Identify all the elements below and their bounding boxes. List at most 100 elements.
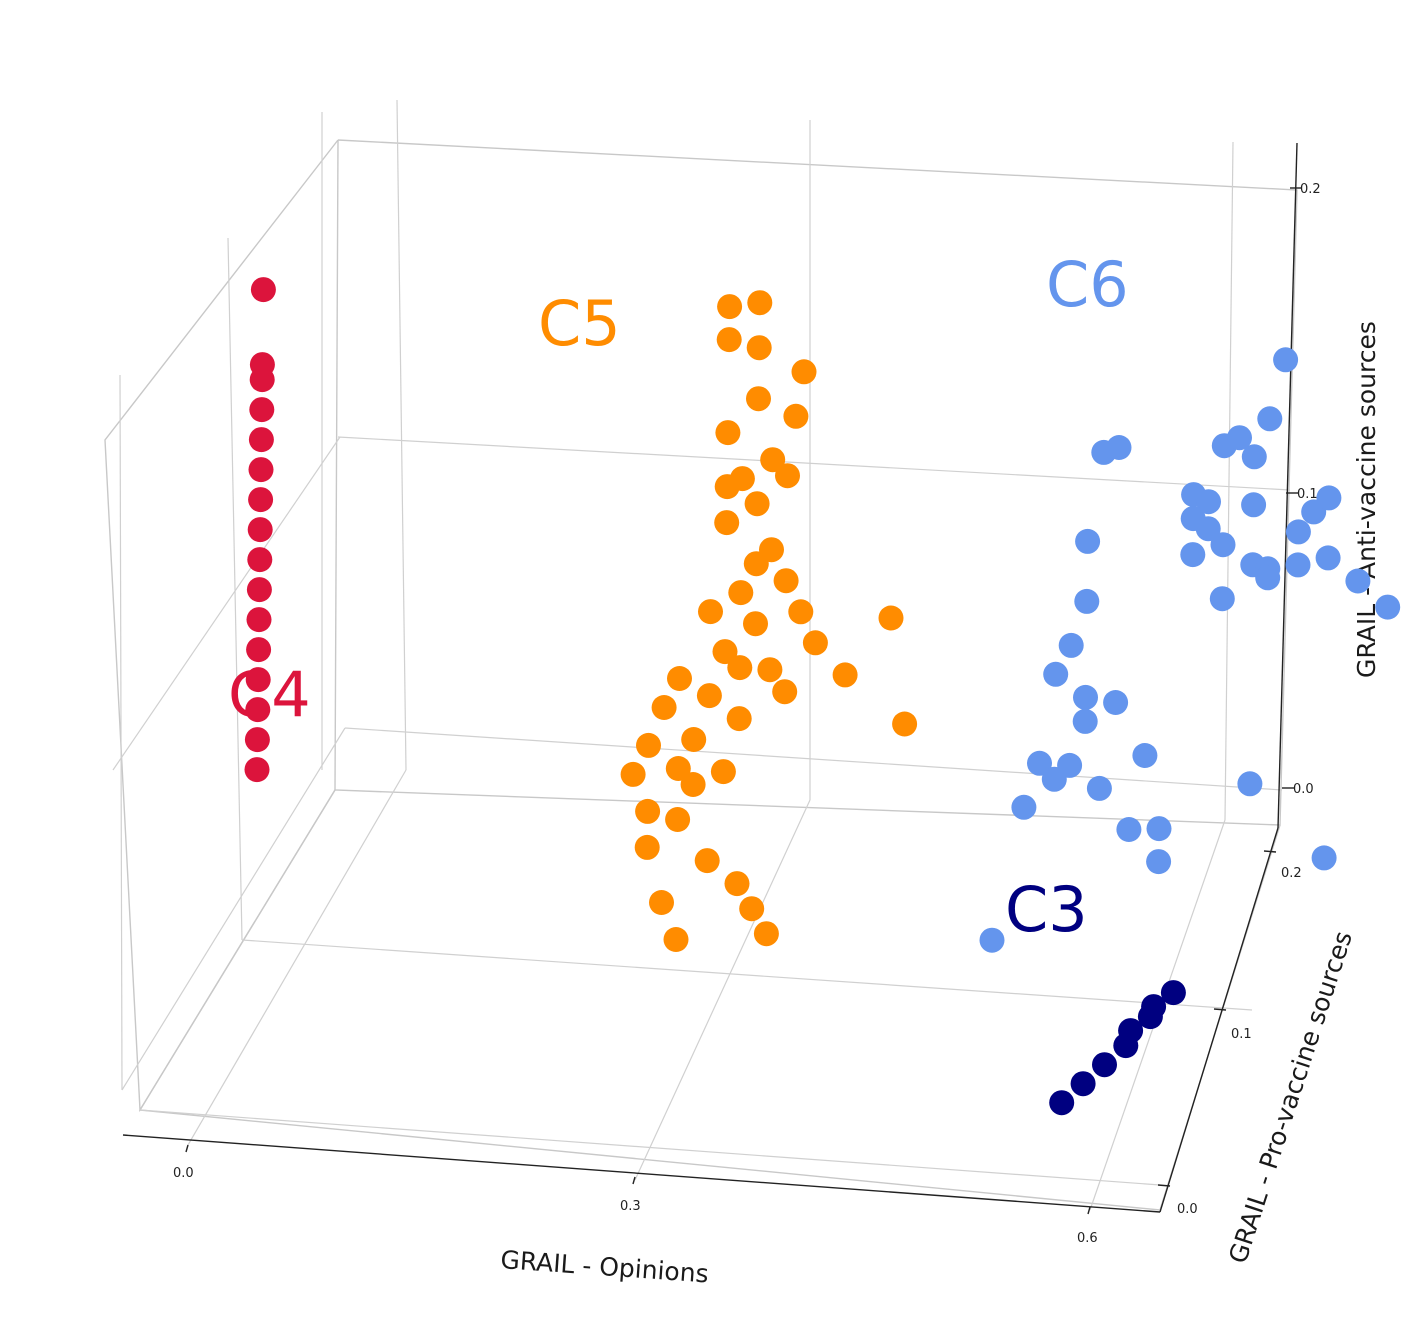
- floor-grid-y-b: [139, 1109, 1161, 1186]
- point-c4-5: [246, 607, 272, 633]
- z-tick-label-0: 0.0: [1293, 782, 1314, 797]
- point-c4-11: [248, 427, 274, 453]
- y-tick-mark-2: [1263, 850, 1277, 853]
- left-grid-y-b: [227, 237, 243, 941]
- point-c6-1: [1257, 406, 1283, 432]
- point-c5-21: [726, 706, 752, 732]
- back-grid-z-00: [344, 727, 1283, 791]
- point-c3-2: [1092, 1052, 1117, 1078]
- point-c3-7: [1160, 980, 1186, 1006]
- floor-grid-x-00: [187, 769, 407, 1146]
- point-c4-4: [246, 637, 272, 663]
- point-c6-27: [1058, 632, 1084, 658]
- point-c6-20: [1315, 545, 1341, 571]
- x-tick-mark-0: [185, 1144, 189, 1153]
- point-c5-7: [715, 420, 741, 446]
- y-tick-mark-0: [1157, 1184, 1171, 1187]
- point-c4-2: [245, 697, 271, 723]
- point-c5-44: [667, 666, 692, 691]
- point-c5-43: [727, 655, 753, 681]
- cluster-label-c4: C4: [228, 658, 311, 731]
- point-c6-34: [1086, 775, 1112, 801]
- floor-grid-x-03: [634, 799, 811, 1181]
- point-c5-33: [724, 871, 750, 897]
- point-c5-4: [791, 359, 817, 385]
- point-c5-29: [680, 772, 706, 797]
- point-c6-6: [1106, 435, 1132, 460]
- cluster-c4: [244, 277, 276, 783]
- point-c5-0: [717, 294, 743, 320]
- point-c6-22: [1375, 594, 1401, 620]
- point-c4-9: [248, 487, 274, 513]
- point-c5-15: [698, 599, 723, 625]
- point-c5-45: [743, 551, 769, 577]
- point-c6-11: [1316, 485, 1342, 511]
- point-c5-2: [716, 327, 742, 353]
- z-axis-line: [1277, 142, 1298, 829]
- x-tick-label-1: 0.3: [620, 1199, 641, 1214]
- data-points: [244, 277, 1401, 1116]
- point-c6-14: [1195, 516, 1221, 542]
- back-grid-x-06: [1224, 141, 1234, 821]
- point-c5-40: [832, 662, 858, 688]
- point-c6-3: [1227, 425, 1252, 451]
- point-c3-4: [1118, 1018, 1144, 1044]
- point-c6-24: [1209, 586, 1235, 612]
- point-c6-37: [1146, 816, 1172, 842]
- point-c5-28: [665, 807, 691, 832]
- y-tick-label-1: 0.1: [1231, 1027, 1252, 1042]
- floor-grid-y-a: [241, 939, 1253, 1011]
- z-tick-label-1: 0.1: [1297, 487, 1318, 502]
- point-c6-16: [1180, 542, 1206, 568]
- point-c5-3: [746, 335, 772, 361]
- point-c6-15: [1210, 532, 1236, 558]
- axis-panes: [104, 99, 1298, 1213]
- y-tick-mark-1: [1213, 1008, 1227, 1011]
- point-c5-47: [775, 463, 800, 489]
- cluster-label-c5: C5: [538, 287, 621, 360]
- y-tick-label-2: 0.2: [1281, 866, 1302, 881]
- left-grid-y-c: [119, 374, 123, 1091]
- point-c6-29: [1073, 684, 1098, 710]
- point-c5-16: [743, 611, 768, 637]
- point-c6-31: [1072, 708, 1098, 734]
- point-c4-7: [247, 547, 273, 573]
- point-c6-12: [1285, 519, 1311, 545]
- x-axis-label: GRAIL - Opinions: [500, 1245, 710, 1288]
- point-c4-8: [247, 517, 273, 543]
- point-c6-43: [979, 927, 1005, 953]
- point-c5-25: [665, 756, 691, 781]
- x-axis-line: [122, 1134, 1161, 1213]
- point-c5-17: [788, 599, 814, 625]
- point-c6-9: [1241, 492, 1267, 518]
- point-c5-41: [878, 605, 904, 631]
- point-c4-0: [244, 757, 270, 783]
- point-c6-25: [1075, 528, 1101, 554]
- x-tick-mark-1: [632, 1176, 636, 1185]
- left-pane: [104, 139, 339, 1113]
- back-grid-x-00: [396, 99, 407, 771]
- point-c5-35: [753, 921, 779, 947]
- point-c6-8: [1196, 489, 1221, 515]
- point-c4-1: [244, 727, 270, 753]
- cluster-label-c3: C3: [1005, 873, 1088, 946]
- z-tick-label-2: 0.2: [1300, 182, 1321, 197]
- point-c5-14: [728, 580, 754, 606]
- point-c6-32: [1027, 750, 1052, 776]
- point-c5-22: [681, 727, 707, 752]
- point-c4-14: [249, 352, 275, 378]
- point-c5-8: [760, 447, 786, 473]
- point-c4-15: [250, 277, 276, 303]
- x-tick-label-0: 0.0: [173, 1166, 194, 1181]
- point-c5-23: [651, 695, 677, 720]
- point-c5-6: [746, 386, 771, 412]
- cluster-label-c6: C6: [1046, 248, 1129, 321]
- point-c4-12: [249, 397, 275, 423]
- back-grid-z-01: [337, 436, 1291, 491]
- point-c3-6: [1141, 994, 1167, 1020]
- point-c6-39: [1132, 743, 1158, 768]
- point-c4-10: [248, 457, 274, 483]
- point-c5-46: [714, 474, 740, 500]
- point-c5-11: [714, 510, 740, 536]
